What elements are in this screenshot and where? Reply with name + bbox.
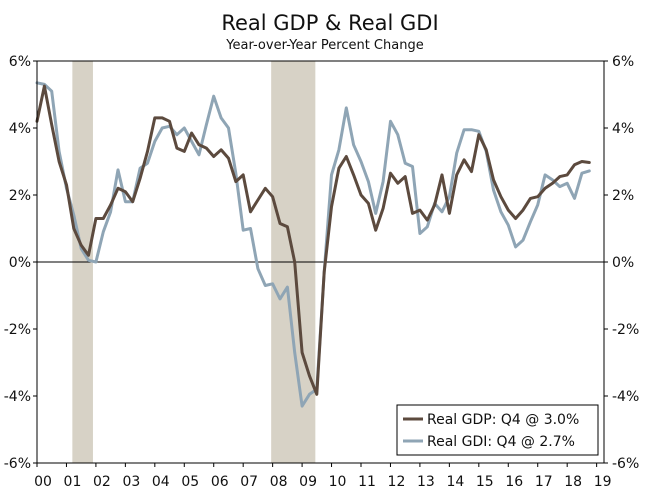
legend-label-gdp: Real GDP: Q4 @ 3.0% <box>427 412 579 428</box>
legend: Real GDP: Q4 @ 3.0% Real GDI: Q4 @ 2.7% <box>396 404 599 456</box>
chart-subtitle: Year-over-Year Percent Change <box>225 38 423 53</box>
y-tick-label-right: -4% <box>612 389 639 405</box>
x-tick-label: 07 <box>240 474 258 490</box>
x-tick-label: 10 <box>329 474 347 490</box>
x-tick-label: 15 <box>476 474 494 490</box>
y-tick-label-right: -2% <box>612 322 639 338</box>
series-line-gdi <box>35 81 591 408</box>
y-tick-label-right: 4% <box>612 121 634 137</box>
x-tick-label: 18 <box>564 474 582 490</box>
x-tick-label: 00 <box>34 474 52 490</box>
legend-box <box>396 404 599 456</box>
y-tick-label-right: 2% <box>612 188 634 204</box>
series-line-gdp <box>35 84 591 396</box>
x-tick-label: 17 <box>535 474 553 490</box>
y-axis-right: 6% 4% 2% 0% -2% -4% -6% <box>604 54 639 472</box>
chart-title: Real GDP & Real GDI <box>221 11 438 35</box>
x-tick-label: 19 <box>594 474 612 490</box>
x-tick-label: 08 <box>270 474 288 490</box>
x-tick-label: 14 <box>446 474 464 490</box>
y-tick-label-left: 0% <box>9 255 31 271</box>
y-tick-label-right: -6% <box>612 456 639 472</box>
y-tick-label-left: 2% <box>9 188 31 204</box>
y-tick-label-left: -4% <box>4 389 31 405</box>
x-tick-label: 06 <box>211 474 229 490</box>
x-axis: 00 01 02 03 04 05 06 07 08 09 10 11 12 13 14 15 16 17 18 19 <box>34 463 612 490</box>
x-tick-label: 04 <box>152 474 170 490</box>
y-axis-left: 6% 4% 2% 0% -2% -4% -6% <box>4 54 37 472</box>
x-tick-label: 13 <box>417 474 435 490</box>
x-tick-label: 09 <box>299 474 317 490</box>
y-tick-label-right: 6% <box>612 54 634 70</box>
y-tick-label-right: 0% <box>612 255 634 271</box>
legend-label-gdi: Real GDI: Q4 @ 2.7% <box>427 434 575 450</box>
y-tick-label-left: -6% <box>4 456 31 472</box>
series-lines <box>35 81 591 408</box>
x-tick-label: 05 <box>181 474 199 490</box>
x-tick-label: 11 <box>358 474 376 490</box>
x-tick-label: 12 <box>388 474 406 490</box>
y-tick-label-left: 4% <box>9 121 31 137</box>
x-tick-label: 01 <box>64 474 82 490</box>
x-tick-label: 02 <box>93 474 111 490</box>
x-tick-label: 03 <box>122 474 140 490</box>
x-tick-label: 16 <box>505 474 523 490</box>
y-tick-label-left: 6% <box>9 54 31 70</box>
y-tick-label-left: -2% <box>4 322 31 338</box>
